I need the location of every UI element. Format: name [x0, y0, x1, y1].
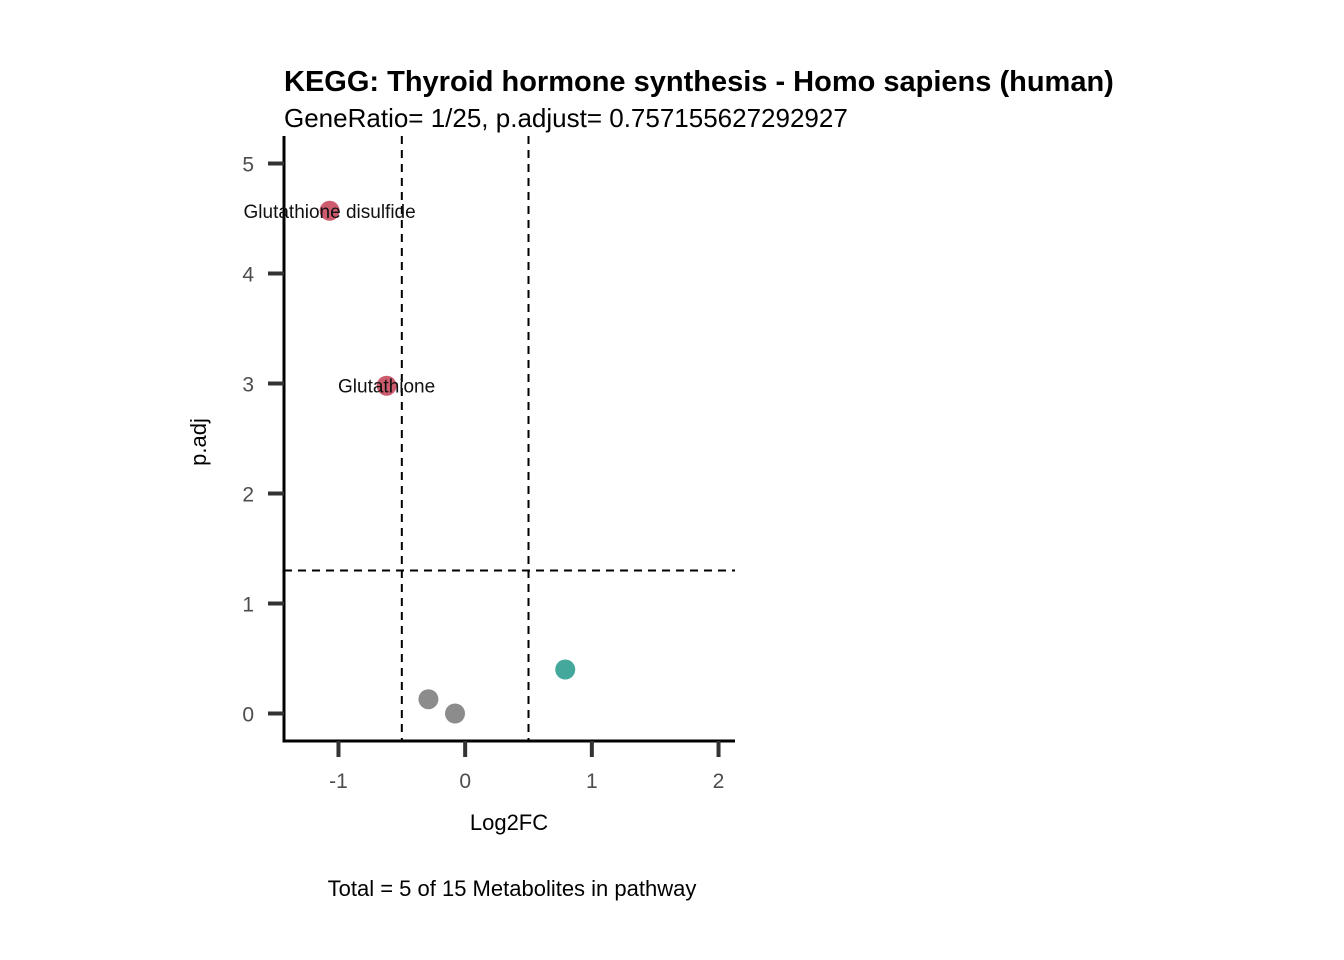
y-tick-label: 3: [242, 374, 254, 397]
point-label: Glutathione: [338, 377, 435, 398]
x-tick-label: -1: [329, 770, 348, 793]
data-point-down: [319, 200, 340, 221]
chart-caption: Total = 5 of 15 Metabolites in pathway: [328, 876, 697, 901]
x-tick-label: 0: [459, 770, 471, 793]
x-axis-title: Log2FC: [470, 810, 548, 835]
x-tick-label: 2: [713, 770, 725, 793]
y-tick-label: 4: [242, 264, 254, 287]
x-tick-label: 1: [586, 770, 598, 793]
data-point-ns: [445, 703, 466, 724]
y-tick-label: 1: [242, 594, 254, 617]
y-tick-label: 5: [242, 154, 254, 177]
data-point-ns: [418, 689, 439, 710]
y-tick-label: 2: [242, 484, 254, 507]
point-label: Glutathione disulfide: [244, 202, 416, 223]
data-point-down: [376, 375, 397, 396]
plot-area: 0 1 2 3 4 5 -1 0 1 2 Glutathione disulfide Glutathi…: [242, 136, 735, 793]
y-axis-title: p.adj: [186, 418, 211, 466]
chart-subtitle: GeneRatio= 1/25, p.adjust= 0.75715562729…: [284, 103, 848, 133]
chart-title: KEGG: Thyroid hormone synthesis - Homo s…: [284, 66, 1114, 98]
data-point-up: [555, 659, 576, 680]
y-tick-label: 0: [242, 704, 254, 727]
